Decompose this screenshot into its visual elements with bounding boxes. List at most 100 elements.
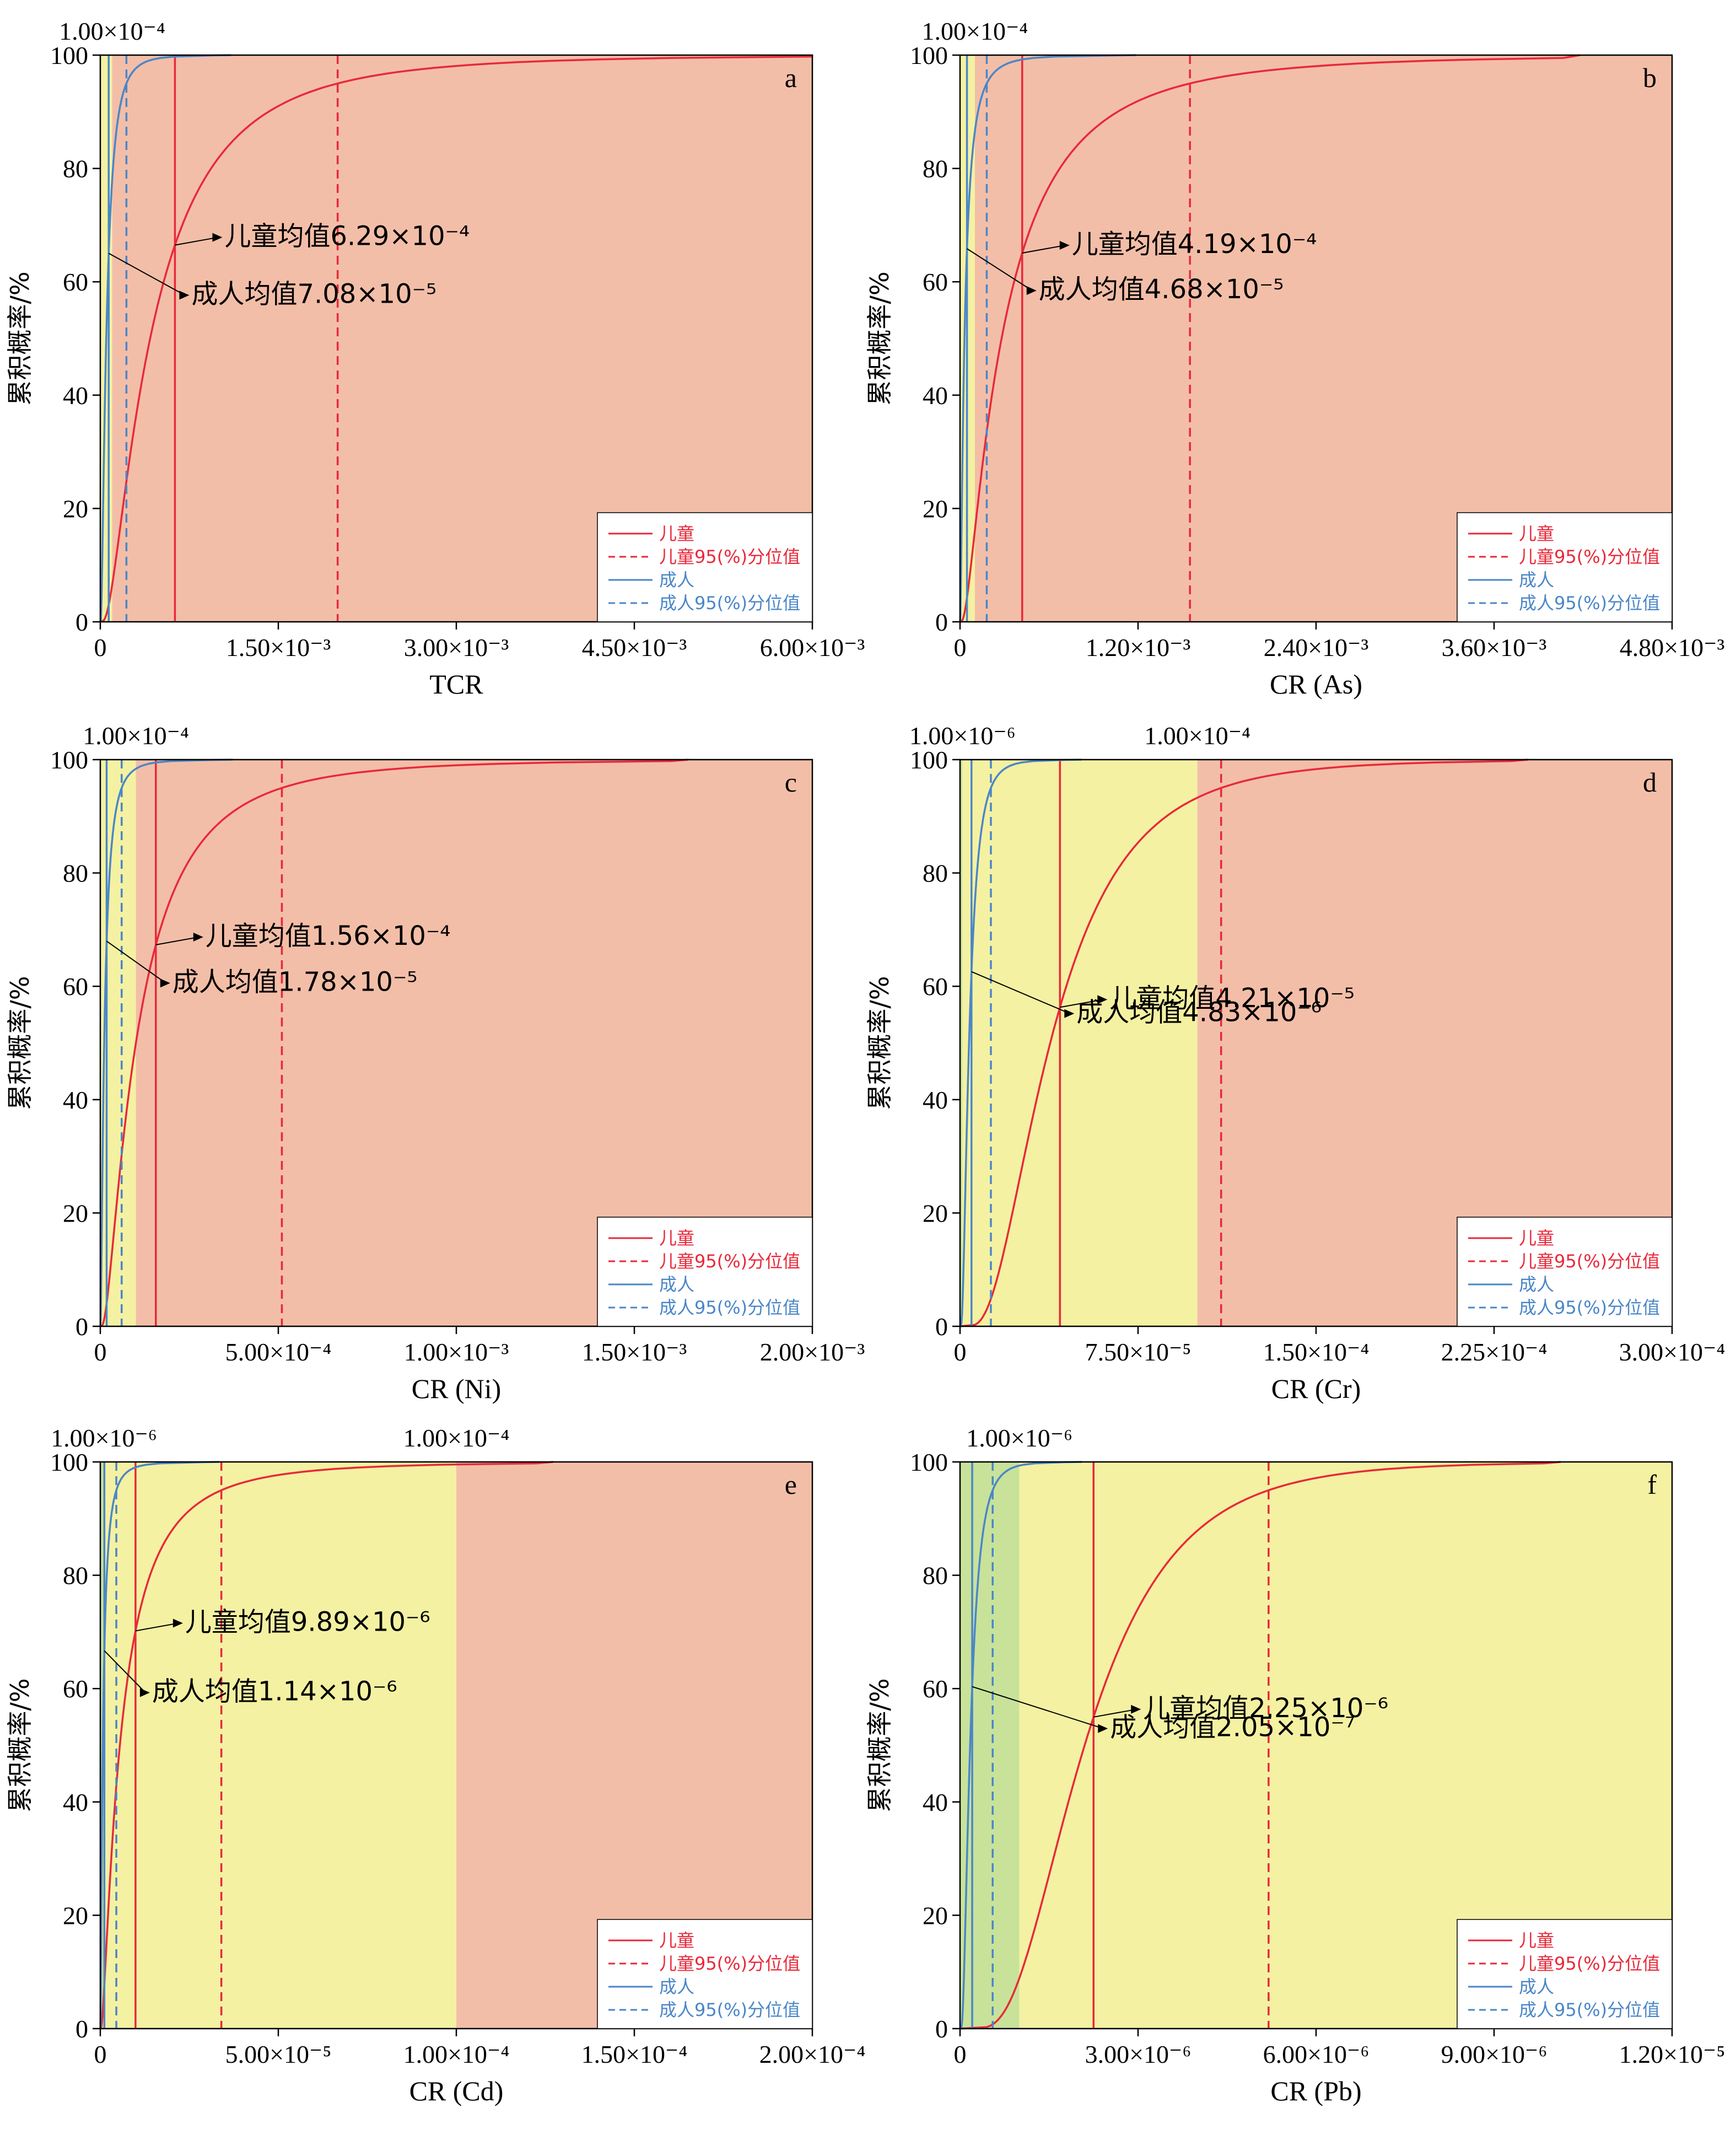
y-tick-label: 40 [923,1788,948,1816]
x-tick-label: 6.00×10⁻³ [760,633,865,662]
threshold-label: 1.00×10⁻⁶ [966,1424,1072,1452]
y-tick-label: 60 [923,268,948,296]
panel-d: 1.00×10⁻⁶ 1.00×10⁻⁴ 儿童均值4.21×10⁻⁵成人均值4.83×… [865,722,1725,1404]
cdf-curve-child [959,54,1581,623]
y-tick-label: 100 [50,746,88,774]
cdf-curve-adult [959,1461,1082,2030]
y-tick-label: 0 [76,608,88,636]
cdf-curve-adult [99,759,233,1327]
y-tick-label: 60 [923,1675,948,1703]
annotation-label: 成人均值2.05×10⁻⁷ [1110,1712,1355,1743]
x-tick-label: 2.00×10⁻⁴ [759,2040,866,2068]
panel-b: 1.00×10⁻⁴ 儿童均值4.19×10⁻⁴ 成人均值4.68×10⁻⁵ 0 1.20… [865,17,1724,700]
y-axis-label: 累积概率/% [5,271,35,405]
panel-letter: b [1643,62,1657,93]
legend-adult-p95-label: 成人95(%)分位值 [659,1999,800,2020]
legend-child-p95-label: 儿童95(%)分位值 [659,1251,800,1272]
x-tick-label: 0 [954,1338,967,1366]
legend-child-p95-label: 儿童95(%)分位值 [1519,1251,1660,1272]
arrowhead-icon [179,291,190,300]
x-tick-label: 1.00×10⁻³ [404,1338,509,1366]
x-tick-label: 0 [954,633,967,662]
arrowhead-icon [212,233,223,242]
annotation-label: 儿童均值1.56×10⁻⁴ [206,921,451,951]
y-axis-label: 累积概率/% [865,271,894,405]
x-tick-label: 4.80×10⁻³ [1620,633,1725,662]
annotation-arrow [1060,999,1103,1008]
y-tick-label: 20 [923,1199,948,1227]
arrowhead-icon [1097,995,1108,1004]
arrowhead-icon [160,978,170,988]
threshold-label: 1.00×10⁻⁴ [83,722,189,750]
y-tick-label: 80 [63,155,88,183]
x-tick-label: 5.00×10⁻⁵ [225,2040,332,2068]
legend-adult-label: 成人 [1519,1976,1554,1997]
x-tick-label: 1.50×10⁻³ [226,633,331,662]
cdf-curve-child [959,759,1529,1327]
y-tick-label: 80 [923,859,948,888]
x-tick-label: 6.00×10⁻⁶ [1263,2040,1370,2068]
annotation-label: 成人均值7.08×10⁻⁵ [191,278,436,309]
annotation-label: 儿童均值4.19×10⁻⁴ [1072,229,1317,260]
y-tick-label: 100 [910,1448,948,1476]
y-tick-label: 80 [63,1562,88,1590]
legend-child-p95-label: 儿童95(%)分位值 [1519,546,1660,567]
annotation-label: 成人均值4.83×10⁻⁶ [1076,997,1322,1028]
x-tick-label: 2.40×10⁻³ [1264,633,1369,662]
y-tick-label: 40 [923,1086,948,1114]
y-tick-label: 100 [910,746,948,774]
arrowhead-icon [1026,286,1037,295]
x-tick-label: 1.20×10⁻⁵ [1619,2040,1726,2068]
y-axis-label: 累积概率/% [5,1678,35,1812]
annotation-label: 成人均值1.78×10⁻⁵ [172,966,418,997]
legend-child-label: 儿童 [659,1228,694,1249]
y-tick-label: 20 [63,494,88,523]
threshold-label: 1.00×10⁻⁶ [51,1424,157,1452]
y-tick-label: 20 [923,494,948,523]
y-tick-label: 20 [923,1901,948,1929]
annotation-label: 儿童均值4.21×10⁻⁵ [1109,983,1355,1014]
annotation-arrow [971,971,1070,1014]
x-tick-label: 2.00×10⁻³ [760,1338,865,1366]
x-axis-label: CR (As) [1270,669,1362,700]
annotation-label: 成人均值1.14×10⁻⁶ [152,1676,397,1707]
annotation-label: 儿童均值6.29×10⁻⁴ [224,221,470,252]
y-axis-label: 累积概率/% [5,976,35,1110]
legend-adult-label: 成人 [659,1274,694,1295]
x-tick-label: 2.25×10⁻⁴ [1441,1338,1548,1366]
cdf-curve-adult [99,54,231,622]
y-axis-label: 累积概率/% [865,976,894,1110]
x-tick-label: 0 [94,1338,107,1366]
legend-child-label: 儿童 [1519,1930,1554,1951]
y-tick-label: 0 [935,608,948,636]
annotation-arrow [106,940,166,984]
x-tick-label: 3.60×10⁻³ [1442,633,1547,662]
annotation-arrow [1093,1708,1137,1718]
legend-child-p95-label: 儿童95(%)分位值 [659,546,800,567]
legend-adult-p95-label: 成人95(%)分位值 [659,593,800,614]
x-axis-label: TCR [429,669,483,700]
y-tick-label: 100 [50,41,88,69]
x-axis-label: CR (Ni) [412,1373,502,1404]
x-tick-label: 5.00×10⁻⁴ [225,1338,332,1366]
x-tick-label: 1.50×10⁻⁴ [581,2040,688,2068]
x-tick-label: 1.50×10⁻⁴ [1263,1338,1370,1366]
annotation-arrow [108,252,185,296]
legend-adult-label: 成人 [1519,1274,1554,1295]
x-tick-label: 1.50×10⁻³ [582,1338,687,1366]
arrowhead-icon [1059,241,1070,250]
cdf-curve-child [100,759,689,1327]
y-tick-label: 40 [63,1086,88,1114]
y-tick-label: 0 [76,1313,88,1341]
panel-letter: d [1643,767,1657,798]
legend-adult-p95-label: 成人95(%)分位值 [1519,1297,1660,1318]
y-tick-label: 80 [63,859,88,888]
annotation-arrow [1022,245,1065,254]
annotation-arrow [967,248,1033,291]
x-tick-label: 3.00×10⁻⁶ [1085,2040,1192,2068]
legend-adult-p95-label: 成人95(%)分位值 [1519,1999,1660,2020]
legend-adult-label: 成人 [659,569,694,590]
